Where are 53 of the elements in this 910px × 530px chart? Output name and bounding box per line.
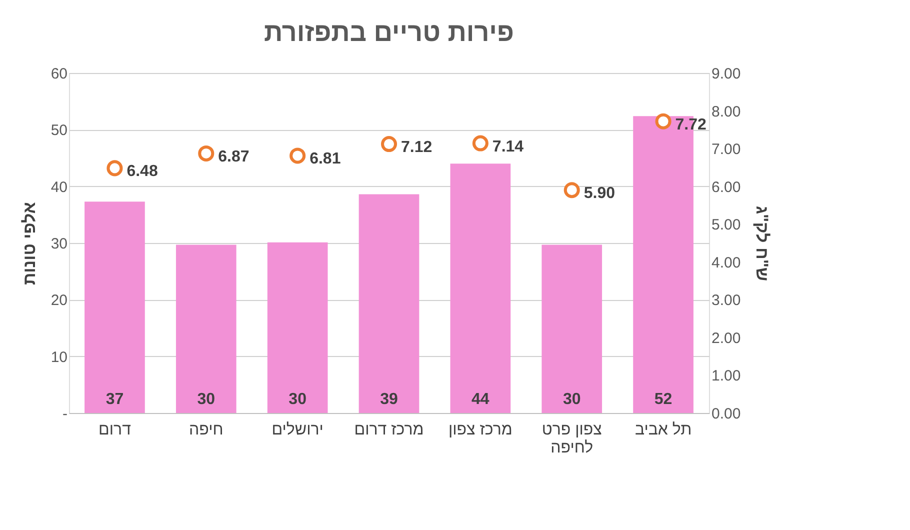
point <box>655 113 672 130</box>
data-label: 6.81 <box>310 150 341 168</box>
x-tick-label: צפון פרט לחיפה <box>542 422 602 456</box>
x-tick-label: מרכז צפון <box>448 422 512 438</box>
y2-tick-label: 8.00 <box>712 103 741 120</box>
bar <box>176 244 236 413</box>
data-label: 6.87 <box>218 148 250 166</box>
bar <box>358 194 420 413</box>
y-axis-title: אלפי טונות <box>20 202 39 286</box>
x-tick-label: תל אביב <box>634 420 692 438</box>
point <box>564 182 580 198</box>
bar <box>267 242 328 413</box>
y2-tick-label: 4.00 <box>712 254 741 272</box>
chart-title: פירות טריים בתפזורת <box>264 17 514 47</box>
x-tick-label: ירושלים <box>272 420 324 438</box>
y-tick-label: 60 <box>50 66 68 82</box>
y-tick-label: 30 <box>50 236 68 252</box>
y2-tick-label: 5.00 <box>712 216 741 234</box>
data-label: 44 <box>472 391 490 408</box>
y2-tick-label: 7.00 <box>712 141 741 158</box>
bar <box>542 244 602 413</box>
data-label: 30 <box>288 391 307 408</box>
x-tick-label: מרכז דרום <box>354 422 424 438</box>
y2-tick-label: 6.00 <box>712 178 741 196</box>
y2-tick-label: 2.00 <box>712 330 741 347</box>
data-label: 30 <box>197 391 216 408</box>
y2-tick-label: 3.00 <box>712 292 741 310</box>
point <box>106 160 123 176</box>
data-label: 6.48 <box>126 163 158 180</box>
data-label: 7.14 <box>492 138 524 156</box>
x-tick-label: דרום <box>98 422 132 438</box>
point <box>472 135 488 152</box>
y-tick-label: 40 <box>50 178 68 196</box>
y-tick-label: 10 <box>50 348 68 366</box>
y2-tick-label: 1.00 <box>712 368 741 385</box>
y2-tick-label: 9.00 <box>712 66 741 82</box>
data-label: 5.90 <box>584 185 616 202</box>
y2-tick-label: 0.00 <box>712 406 741 422</box>
x-tick-label: חיפה <box>189 422 224 438</box>
data-label: 39 <box>380 391 398 408</box>
y-tick-label: 20 <box>50 292 68 310</box>
y-tick-label: 50 <box>50 122 68 140</box>
bar <box>450 164 511 413</box>
data-label: 30 <box>562 391 581 408</box>
y2-axis-title: ש"ח לק"ג <box>752 206 772 282</box>
point <box>290 148 306 164</box>
data-label: 52 <box>654 391 672 408</box>
data-label: 37 <box>106 391 124 408</box>
y-tick-label: - <box>62 406 68 422</box>
point <box>380 136 398 152</box>
bar <box>84 202 145 413</box>
data-label: 7.12 <box>401 139 432 156</box>
point <box>198 145 214 162</box>
